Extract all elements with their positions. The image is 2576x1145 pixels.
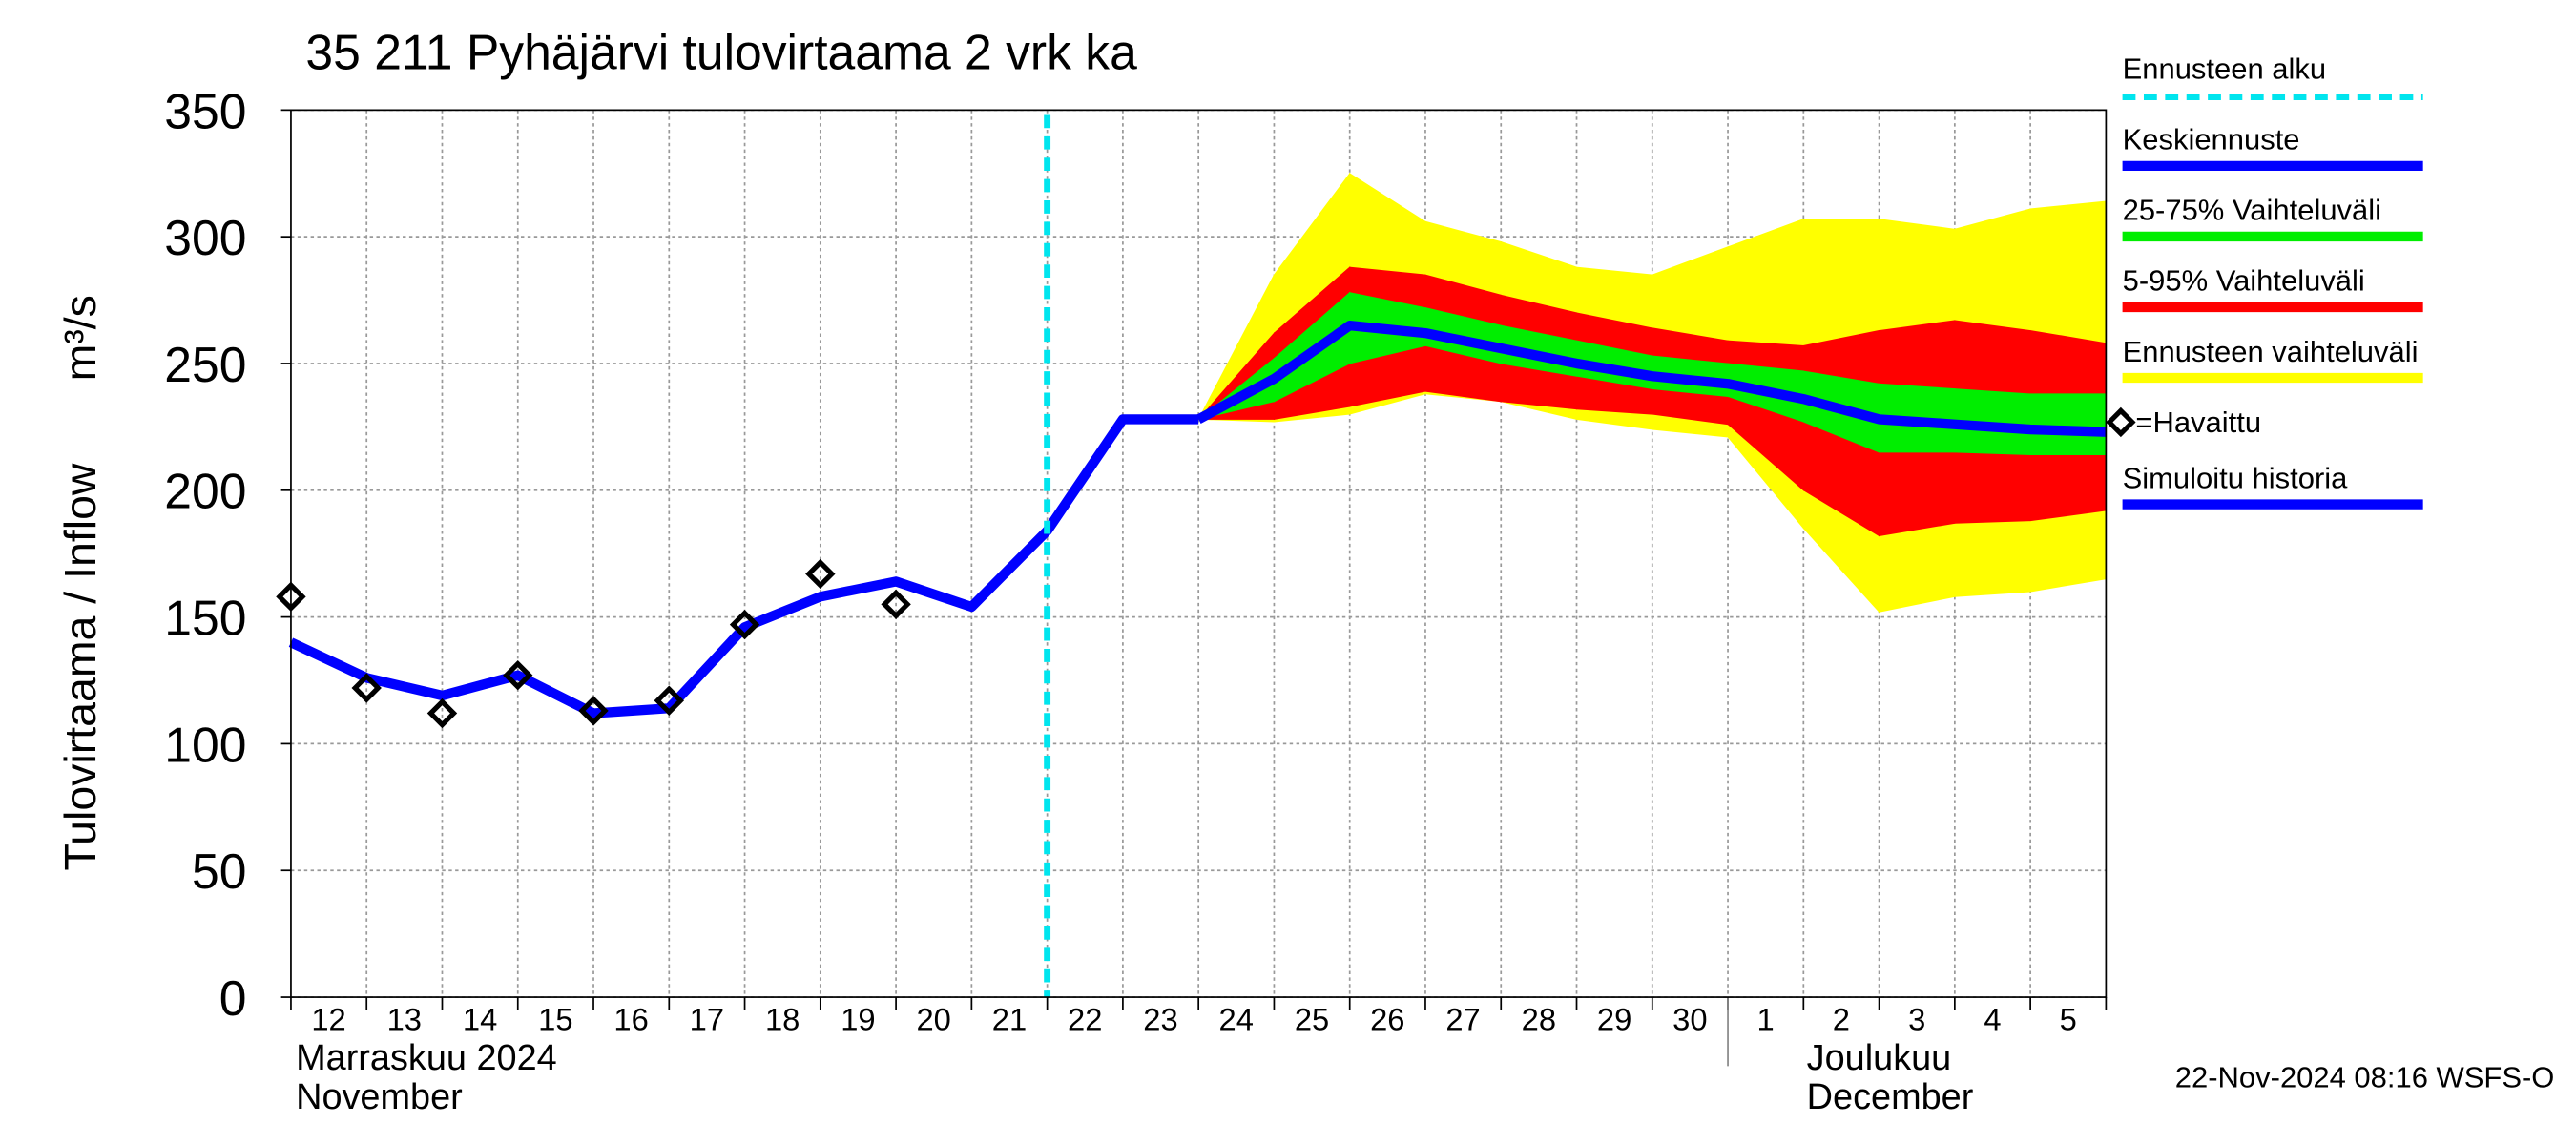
y-tick-label: 300 bbox=[164, 210, 246, 265]
x-tick-label: 30 bbox=[1672, 1001, 1707, 1036]
marker bbox=[503, 659, 533, 691]
x-tick-label: 12 bbox=[311, 1001, 345, 1036]
x-tick-label: 26 bbox=[1370, 1001, 1404, 1036]
x-tick-label: 29 bbox=[1597, 1001, 1631, 1036]
y-tick-label: 200 bbox=[164, 464, 246, 519]
x-tick-label: 16 bbox=[613, 1001, 648, 1036]
x-tick-label: 13 bbox=[387, 1001, 422, 1036]
legend-label: =Havaittu bbox=[2135, 406, 2261, 439]
legend-swatch bbox=[2106, 406, 2136, 438]
legend-label: 25-75% Vaihteluväli bbox=[2123, 194, 2381, 227]
x-tick-label: 5 bbox=[2060, 1001, 2077, 1036]
y-tick-label: 350 bbox=[164, 83, 246, 138]
x-tick-label: 24 bbox=[1219, 1001, 1254, 1036]
y-tick-label: 250 bbox=[164, 337, 246, 392]
marker bbox=[654, 685, 684, 716]
month-label: Joulukuu bbox=[1807, 1038, 1952, 1078]
x-tick-label: 28 bbox=[1522, 1001, 1556, 1036]
y-tick-label: 0 bbox=[219, 970, 247, 1026]
x-tick-label: 27 bbox=[1445, 1001, 1480, 1036]
y-tick-label: 150 bbox=[164, 591, 246, 646]
footer: 22-Nov-2024 08:16 WSFS-O bbox=[2175, 1061, 2555, 1094]
x-tick-label: 4 bbox=[1984, 1001, 2001, 1036]
y-tick-label: 50 bbox=[192, 843, 246, 899]
y-axis-label: Tulovirtaama / Inflow bbox=[55, 463, 105, 870]
marker bbox=[578, 696, 609, 726]
x-tick-label: 2 bbox=[1833, 1001, 1850, 1036]
marker bbox=[805, 558, 836, 590]
legend-label: Ennusteen alku bbox=[2123, 52, 2327, 86]
x-tick-label: 1 bbox=[1757, 1001, 1775, 1036]
x-tick-label: 19 bbox=[841, 1001, 875, 1036]
marker bbox=[881, 589, 911, 620]
x-tick-label: 17 bbox=[690, 1001, 724, 1036]
legend-label: Keskiennuste bbox=[2123, 123, 2300, 156]
marker bbox=[426, 697, 458, 729]
month-label-en: November bbox=[296, 1077, 463, 1117]
x-tick-label: 22 bbox=[1068, 1001, 1102, 1036]
x-tick-label: 23 bbox=[1143, 1001, 1177, 1036]
legend-label: 5-95% Vaihteluväli bbox=[2123, 264, 2365, 298]
x-tick-label: 18 bbox=[765, 1001, 800, 1036]
x-tick-label: 3 bbox=[1908, 1001, 1925, 1036]
marker bbox=[351, 673, 382, 703]
plot-frame bbox=[290, 109, 2108, 998]
x-tick-label: 15 bbox=[538, 1001, 572, 1036]
x-tick-label: 20 bbox=[916, 1001, 950, 1036]
band-segment bbox=[2029, 393, 2107, 456]
y-tick-label: 100 bbox=[164, 717, 246, 772]
line bbox=[1195, 320, 2107, 437]
legend-label: Ennusteen vaihteluväli bbox=[2123, 335, 2419, 368]
x-tick-label: 14 bbox=[463, 1001, 497, 1036]
chart-title: 35 211 Pyhäjärvi tulovirtaama 2 vrk ka bbox=[305, 24, 1137, 79]
x-tick-label: 21 bbox=[992, 1001, 1027, 1036]
legend-label: Simuloitu historia bbox=[2123, 461, 2349, 494]
marker bbox=[729, 609, 760, 640]
y-axis-unit: m³/s bbox=[55, 295, 105, 381]
month-label-en: December bbox=[1807, 1077, 1974, 1117]
x-tick-label: 25 bbox=[1295, 1001, 1329, 1036]
month-label: Marraskuu 2024 bbox=[296, 1038, 557, 1078]
